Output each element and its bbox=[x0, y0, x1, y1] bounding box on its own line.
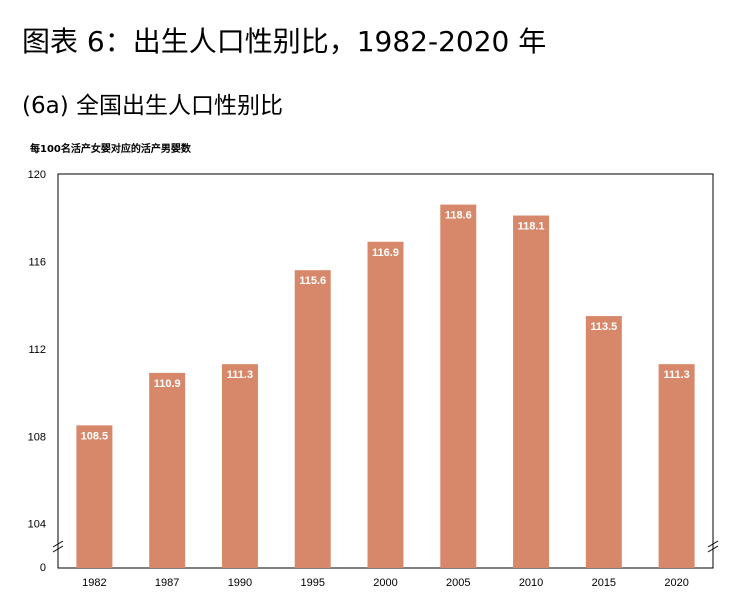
bar bbox=[585, 316, 622, 568]
figure-title: 图表 6：出生人口性别比，1982-2020 年 bbox=[22, 25, 547, 58]
bar bbox=[440, 204, 477, 568]
bar bbox=[513, 215, 550, 569]
axis-break-right bbox=[707, 540, 719, 553]
axis-break-left bbox=[52, 540, 64, 553]
y-axis-label: 每100名活产女婴对应的活产男婴数 bbox=[30, 144, 191, 155]
bar bbox=[367, 241, 404, 568]
data-label: 108.5 bbox=[81, 430, 109, 442]
x-tick-label: 1987 bbox=[155, 577, 179, 589]
data-label: 110.9 bbox=[154, 378, 181, 390]
y-tick-label: 116 bbox=[28, 256, 46, 268]
x-tick-label: 1982 bbox=[82, 577, 106, 589]
y-tick-label: 108 bbox=[28, 431, 46, 443]
bar bbox=[658, 364, 695, 568]
x-tick-label: 1990 bbox=[228, 577, 252, 589]
bar bbox=[294, 270, 331, 568]
data-label: 113.5 bbox=[590, 321, 617, 333]
x-tick-label: 2020 bbox=[664, 577, 688, 589]
data-label: 118.6 bbox=[445, 210, 472, 222]
figure-subtitle: (6a) 全国出生人口性别比 bbox=[22, 93, 283, 119]
x-tick-label: 2010 bbox=[519, 577, 543, 589]
data-label: 118.1 bbox=[518, 221, 545, 233]
y-tick-label-base: 0 bbox=[40, 562, 46, 574]
data-label: 111.3 bbox=[663, 369, 689, 381]
y-tick-label: 120 bbox=[28, 169, 46, 181]
data-label: 115.6 bbox=[299, 275, 326, 287]
data-label: 111.3 bbox=[227, 369, 253, 381]
bar bbox=[221, 364, 258, 568]
y-tick-label: 104 bbox=[28, 519, 46, 531]
x-tick-label: 1995 bbox=[300, 577, 324, 589]
y-tick-label: 112 bbox=[28, 344, 46, 356]
x-tick-label: 2000 bbox=[373, 577, 397, 589]
bar bbox=[76, 425, 113, 568]
x-tick-label: 2005 bbox=[446, 577, 470, 589]
data-label: 116.9 bbox=[372, 247, 399, 259]
x-tick-label: 2015 bbox=[592, 577, 616, 589]
bar bbox=[149, 372, 186, 568]
